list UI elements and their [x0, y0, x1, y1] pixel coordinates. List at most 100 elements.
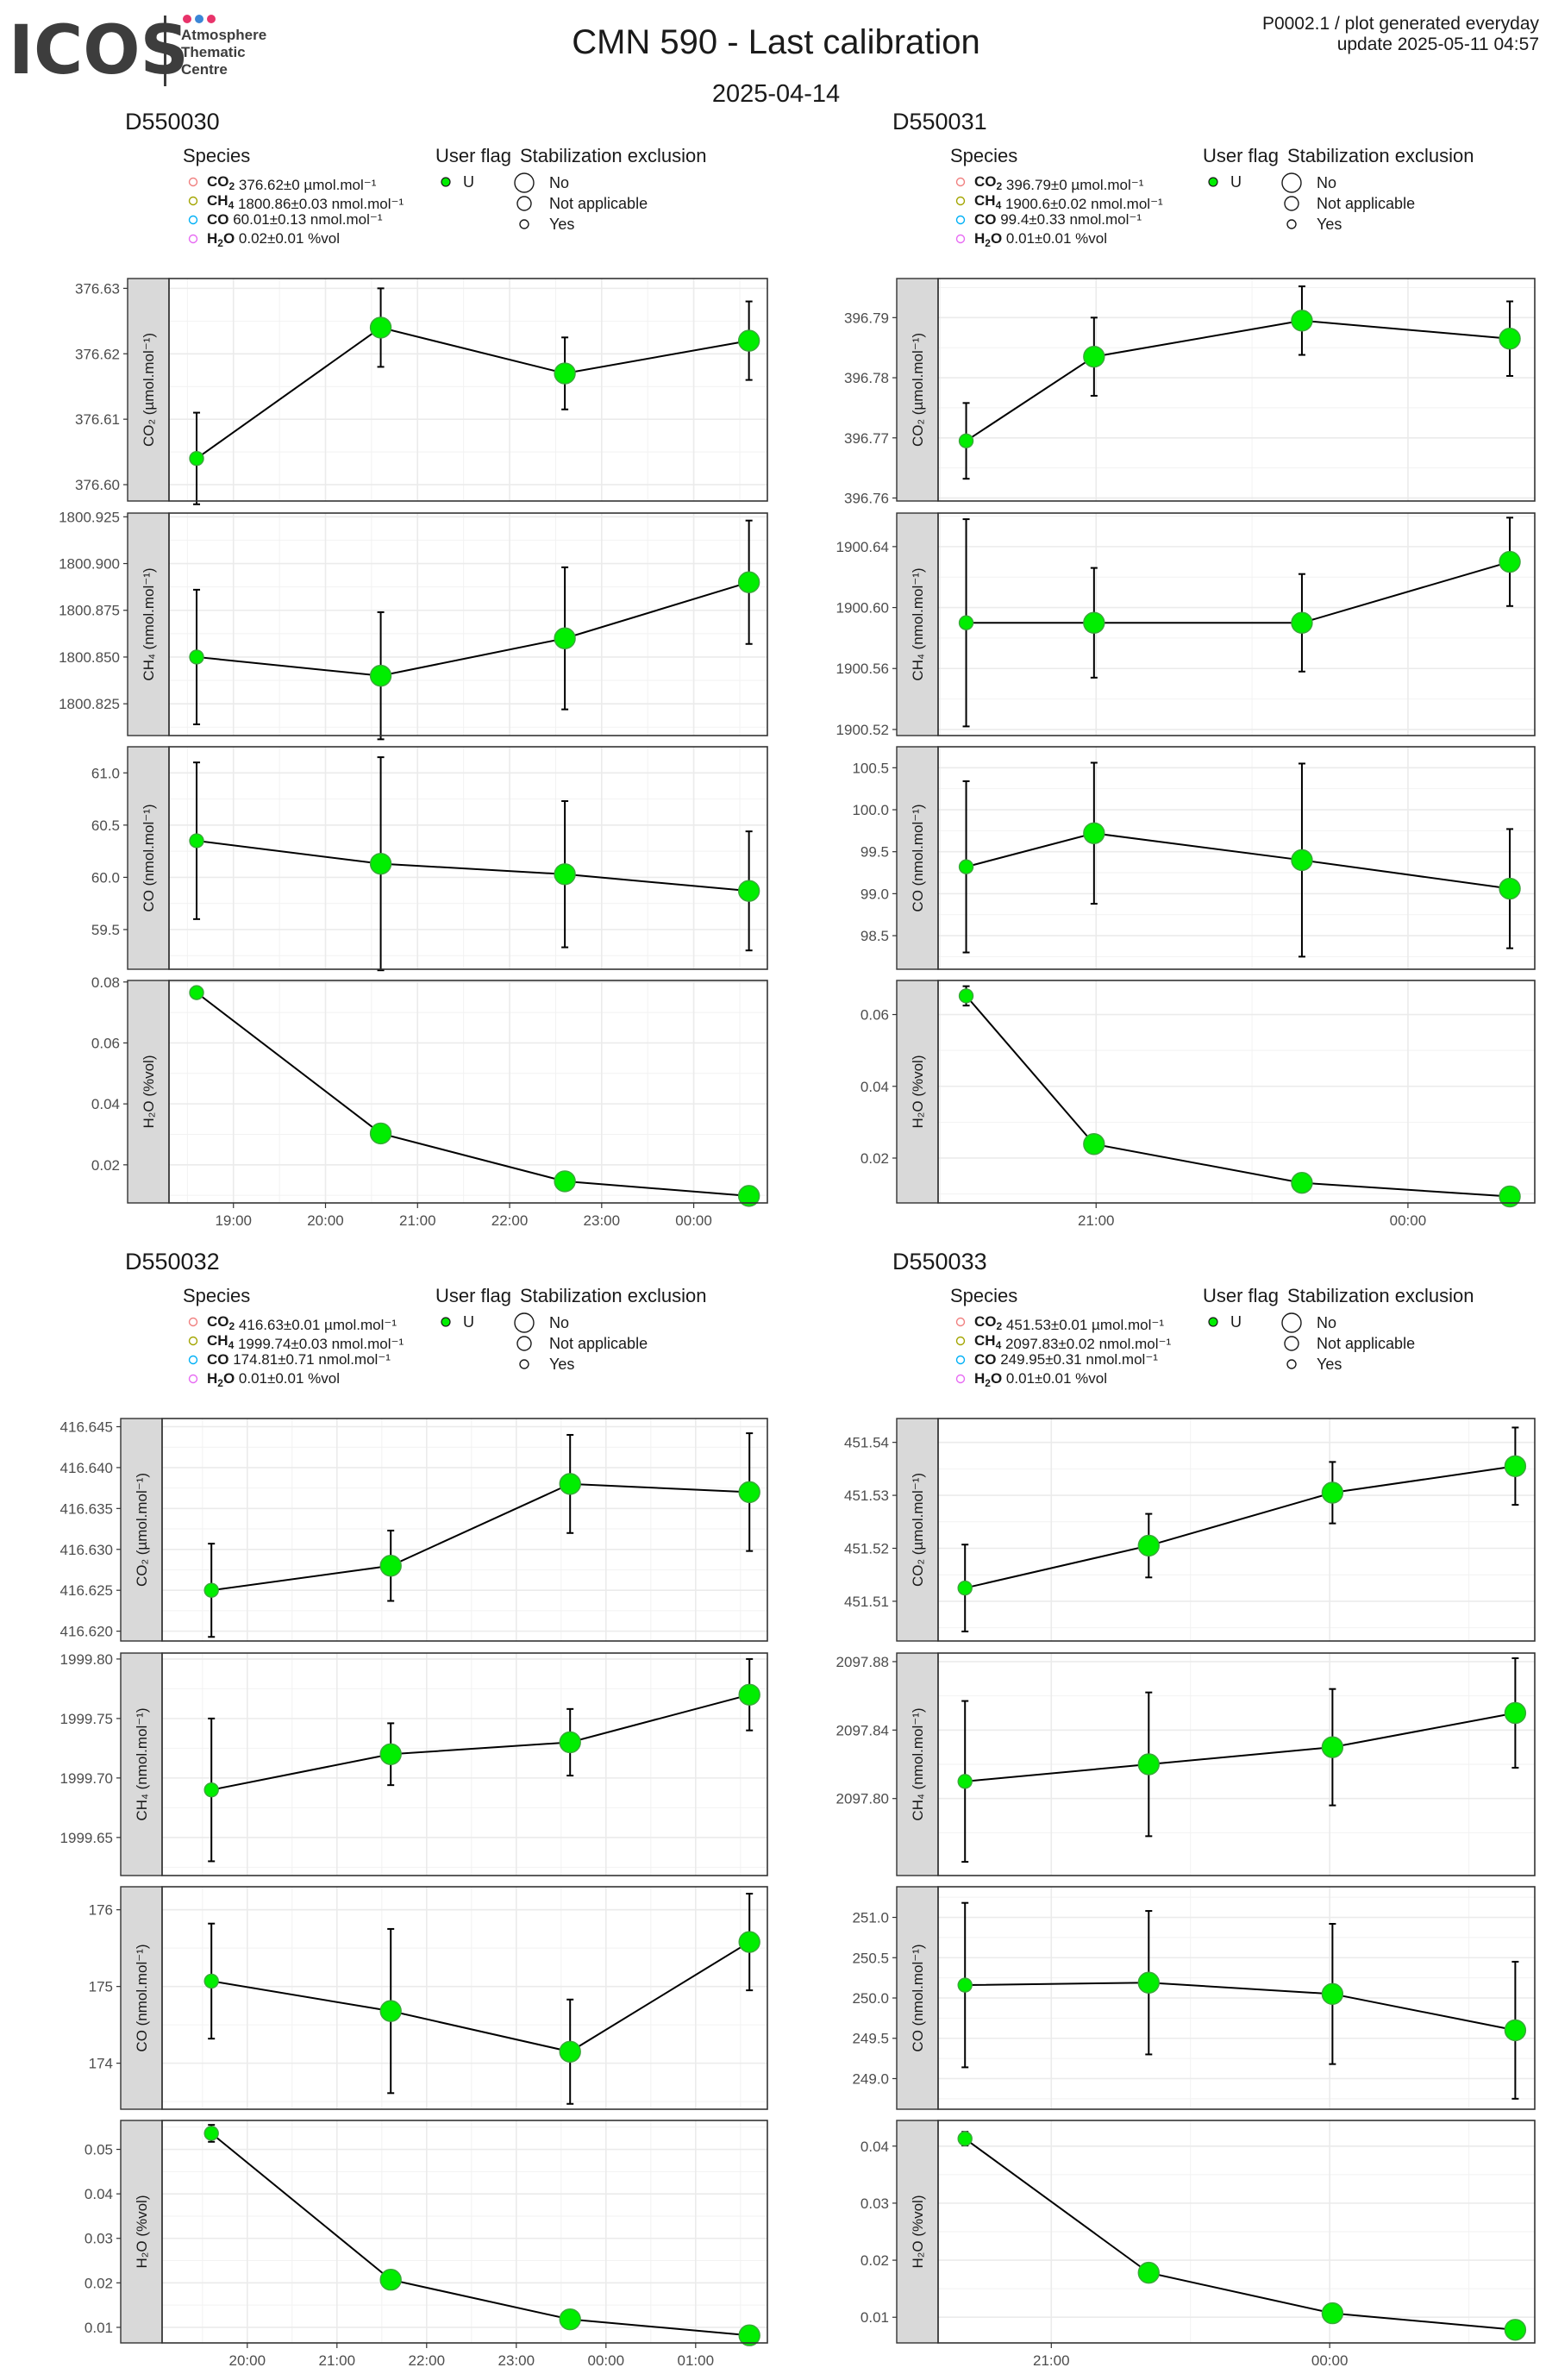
y-tick-label: 249.0 [852, 2070, 889, 2087]
y-tick-label: 1999.70 [60, 1770, 113, 1787]
data-point [189, 649, 204, 665]
data-point [203, 1973, 219, 1989]
data-point [189, 833, 204, 849]
data-point [1137, 1534, 1160, 1557]
legend-user-flag-value: U [1230, 1313, 1242, 1331]
plot-frame [168, 278, 768, 502]
data-point [379, 1555, 402, 1577]
y-tick-label: 376.63 [75, 280, 120, 297]
data-point [738, 1683, 760, 1706]
series-line [964, 2138, 1516, 2331]
data-point [737, 880, 760, 902]
legend-stab-label-1: Not applicable [549, 1335, 648, 1352]
legend-key-h2o [188, 234, 198, 244]
chart-d550030: D550030 Species User flag Stabilization exc… [59, 109, 768, 1229]
y-tick-label: 99.0 [860, 886, 889, 902]
legend-stab-label-0: No [1317, 1314, 1336, 1331]
panel-strip [127, 278, 170, 502]
legend-stab-label-1: Not applicable [1317, 1335, 1415, 1352]
legend-key-ch4 [188, 1336, 198, 1346]
y-tick-label: 2097.84 [836, 1722, 889, 1738]
panel-co2: CO₂ (µmol.mol⁻¹) 396.76 396.77 396.78 396.79 [844, 278, 1536, 507]
series-line [966, 832, 1511, 890]
y-axis-label: CO (nmol.mol⁻¹) [910, 1944, 926, 2051]
data-point [1083, 345, 1105, 368]
plot-background [169, 279, 767, 501]
x-tick-label: 22:00 [491, 1212, 529, 1229]
data-point [738, 2324, 760, 2346]
legend-key-ch4 [188, 196, 198, 206]
panel-h2o: H₂O (%vol) 0.02 0.04 0.06 0.08 [91, 974, 768, 1207]
data-point [1291, 1171, 1313, 1194]
legend: Species User flag Stabilization exclusion C… [183, 145, 706, 249]
page-title: CMN 590 - Last calibration [572, 23, 980, 61]
y-tick-label: 416.630 [60, 1542, 113, 1558]
legend-key-co [955, 1355, 966, 1365]
y-tick-label: 416.625 [60, 1582, 113, 1599]
legend-entry-co2: CO2 376.62±0 µmol.mol⁻¹ [207, 173, 377, 193]
y-tick-label: 249.5 [852, 2031, 889, 2047]
chart-d550032: D550032 Species User flag Stabilization exc… [60, 1249, 768, 2369]
data-point [1291, 611, 1313, 634]
panel-co: CO (nmol.mol⁻¹) 98.5 99.0 99.5 100.0 100.5 [852, 746, 1536, 970]
legend-entry-ch4: CH4 1800.86±0.03 nmol.mol⁻¹ [207, 192, 404, 212]
data-point [559, 1731, 581, 1754]
panel-h2o: H₂O (%vol) 0.01 0.02 0.03 0.04 0.05 [84, 2120, 768, 2346]
panel-strip [127, 980, 170, 1204]
legend-key-co2 [188, 1317, 198, 1327]
legend-stab-label-2: Yes [549, 216, 574, 233]
chart-title: D550030 [125, 109, 220, 135]
legend-title-species: Species [183, 1285, 250, 1306]
y-axis-label: H₂O (%vol) [141, 1055, 157, 1129]
legend-stab-label-1: Not applicable [1317, 195, 1415, 212]
y-tick-label: 0.04 [91, 1096, 120, 1112]
legend-entry-co2: CO2 396.79±0 µmol.mol⁻¹ [974, 173, 1144, 193]
y-tick-label: 176 [89, 1902, 113, 1919]
y-tick-label: 59.5 [91, 922, 120, 938]
legend-stab-key-0 [1281, 172, 1302, 193]
y-tick-label: 376.60 [75, 477, 120, 493]
legend-title-user-flag: User flag [1203, 145, 1279, 166]
x-tick-label: 23:00 [584, 1212, 621, 1229]
y-tick-label: 61.0 [91, 765, 120, 781]
x-tick-label: 21:00 [399, 1212, 436, 1229]
legend-entry-co: CO 60.01±0.13 nmol.mol⁻¹ [207, 211, 383, 228]
meta-line-2: update 2025-05-11 04:57 [1337, 34, 1539, 54]
y-tick-label: 100.5 [852, 760, 889, 776]
y-axis-label: CO₂ (µmol.mol⁻¹) [910, 1473, 926, 1587]
x-tick-label: 00:00 [675, 1212, 712, 1229]
data-point [1321, 1982, 1344, 2006]
legend-title-species: Species [950, 1285, 1017, 1306]
x-tick-label: 00:00 [1390, 1212, 1427, 1229]
data-point [957, 1774, 973, 1789]
x-tick-label: 20:00 [229, 2352, 266, 2369]
legend-stab-key-0 [1281, 1312, 1302, 1333]
legend-entry-ch4: CH4 2097.83±0.02 nmol.mol⁻¹ [974, 1332, 1172, 1352]
legend-key-h2o [955, 234, 966, 244]
meta-line-1: P0002.1 / plot generated everyday [1262, 14, 1540, 34]
legend-user-flag-value: U [463, 1313, 474, 1331]
y-tick-label: 0.02 [860, 1150, 889, 1167]
legend-stab-key-0 [514, 172, 535, 193]
y-tick-label: 1900.60 [836, 600, 889, 617]
data-point [369, 852, 392, 875]
panel-ch4: CH₄ (nmol.mol⁻¹) 1800.825 1800.850 1800.875… [59, 509, 768, 741]
panel-strip [896, 980, 939, 1204]
legend: Species User flag Stabilization exclusion C… [183, 1285, 706, 1389]
data-point [203, 1782, 219, 1798]
data-point [1137, 1971, 1160, 1994]
plot-background [169, 513, 767, 736]
y-tick-label: 99.5 [860, 844, 889, 861]
data-point [958, 433, 974, 448]
y-tick-label: 1999.80 [60, 1651, 113, 1668]
data-point [554, 863, 576, 886]
y-tick-label: 0.04 [860, 2139, 889, 2155]
plot-frame [161, 1652, 768, 1876]
x-tick-label: 23:00 [498, 2352, 535, 2369]
legend-stab-label-0: No [549, 1314, 569, 1331]
y-axis-label: CH₄ (nmol.mol⁻¹) [141, 567, 157, 680]
plot-frame [937, 512, 1536, 736]
data-point [559, 2308, 581, 2331]
legend-key-h2o [955, 1374, 966, 1384]
legend-user-flag-point [1208, 1317, 1218, 1327]
